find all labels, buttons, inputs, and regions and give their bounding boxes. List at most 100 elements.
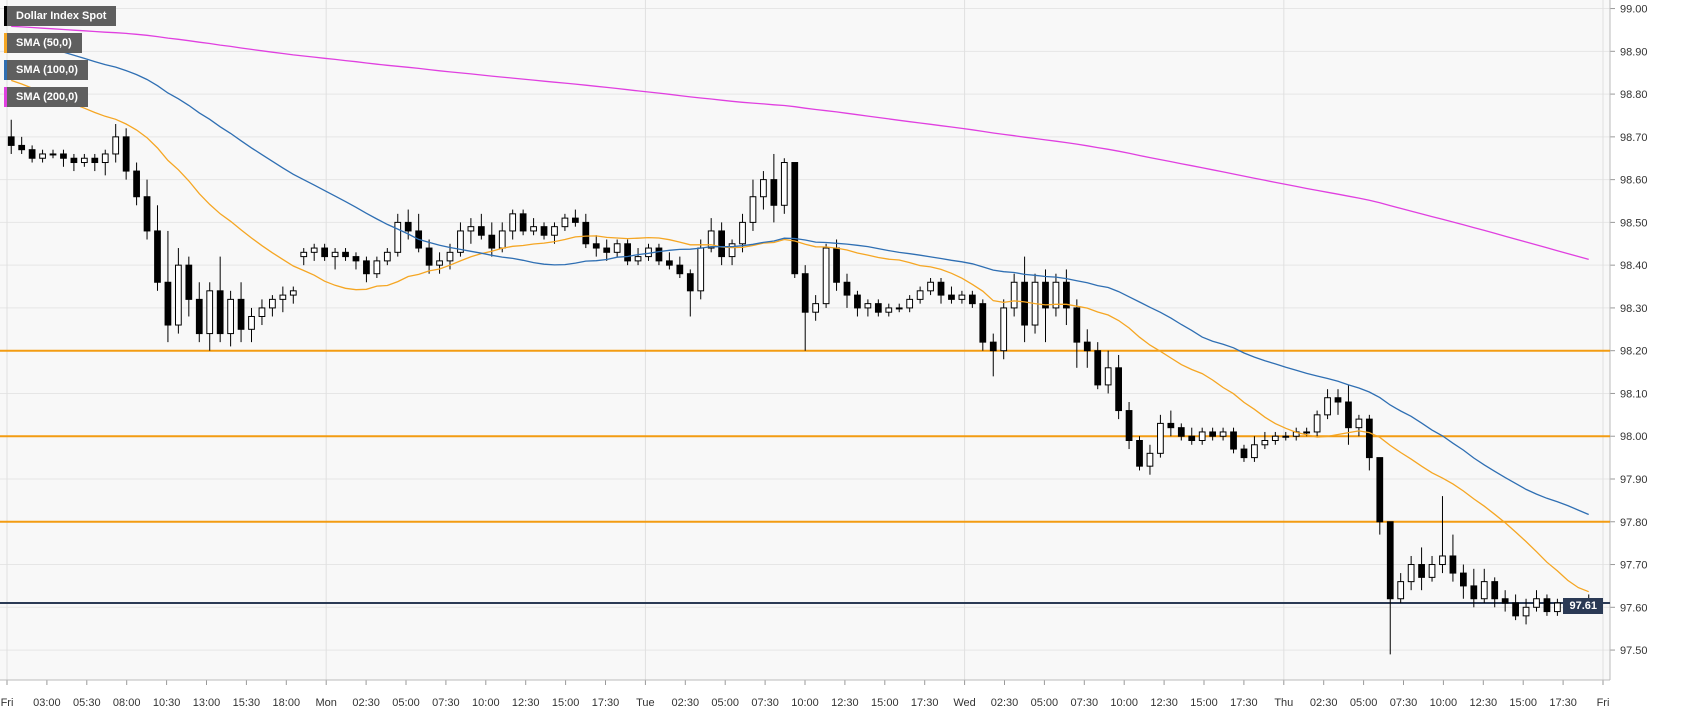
candle-bull [227,298,234,335]
candle-bear [1063,281,1070,309]
x-tick-label: Fri [1,697,14,709]
candle-bull [707,230,715,249]
candle-bear [216,290,224,335]
candle-bear [968,294,976,305]
candle-bear [1470,585,1478,600]
candle-bull [206,290,214,335]
candle-bear [666,260,673,266]
x-tick-label: 17:30 [1230,697,1258,709]
y-tick-label: 97.70 [1620,560,1648,572]
candle-bear [185,264,193,300]
x-tick-label: 05:00 [392,697,420,709]
candle-bear [1042,281,1049,309]
x-tick-label: 12:30 [831,697,859,709]
candle-bear [686,273,694,292]
sma-200-line [11,25,1589,261]
legend-item-sma50[interactable]: SMA (50,0) [4,33,82,53]
candle-bull [248,315,255,330]
x-tick-label: 10:30 [153,697,181,709]
candle-bear [582,221,590,245]
candle-bull [446,251,454,262]
legend-item-sma200[interactable]: SMA (200,0) [4,87,88,107]
candle-bull [1313,414,1321,433]
candle-bear [1209,431,1217,437]
candle-bull [1397,581,1405,600]
x-tick-label: 12:30 [512,697,540,709]
candle-bull [383,251,391,262]
candle-bull [1303,431,1311,434]
candle-bear [1459,572,1467,587]
legend-swatch-sma100 [4,60,7,80]
candle-bull [822,247,830,305]
candle-bull [1480,581,1488,600]
legend-item-price[interactable]: Dollar Index Spot [4,6,117,26]
candle-bull [80,157,88,164]
candle-bear [1021,281,1028,326]
candle-bull [457,230,464,253]
candle-bear [718,230,725,258]
x-tick-label: 02:30 [352,697,380,709]
candle-bull [916,290,924,300]
x-tick-label: 10:00 [1110,697,1138,709]
axis-background [1610,0,1707,712]
x-tick-label: 05:30 [73,697,101,709]
candle-bear [519,213,527,232]
sma-100-line [11,36,1589,516]
candle-bull [1010,281,1018,309]
x-tick-label: 15:00 [552,697,580,709]
candle-bull [1198,431,1206,442]
candle-bull [885,307,893,313]
candle-bear [1177,427,1185,437]
candle-bear [571,217,579,223]
candle-bull [728,243,736,258]
candle-bear [1491,581,1499,600]
candle-bull [1157,422,1164,454]
x-tick-label: 02:30 [1310,697,1338,709]
candle-bull [1533,598,1540,608]
candle-bear [154,230,161,283]
candle-bear [1386,521,1394,600]
candle-bear [342,251,349,258]
sma-50-line [10,79,1589,593]
candle-bear [603,247,611,253]
x-tick-label: Tue [636,697,655,709]
candle-bear [1073,307,1081,343]
candle-bull [39,153,46,159]
x-tick-label: 17:30 [911,697,939,709]
y-tick-label: 98.90 [1620,46,1648,58]
candle-bear [1083,341,1091,352]
candle-bear [540,226,548,236]
y-tick-label: 97.60 [1620,602,1648,614]
x-tick-label: 08:00 [113,697,141,709]
candle-bull [498,230,506,249]
y-tick-label: 98.40 [1620,260,1648,272]
candle-bull [958,294,966,300]
candle-bull [697,247,705,292]
candle-bear [1543,598,1551,613]
candle-bear [1125,410,1133,442]
legend-swatch-sma50 [4,33,7,53]
candle-bear [321,247,329,258]
y-tick-label: 98.20 [1620,346,1648,358]
candle-bear [404,221,412,232]
candle-bear [237,298,245,330]
x-tick-label: 05:00 [1350,697,1378,709]
legend-item-sma100[interactable]: SMA (100,0) [4,60,88,80]
candle-bear [1365,418,1373,459]
candle-bear [1449,555,1457,574]
candle-bull [1146,452,1154,467]
candle-bear [1376,457,1384,523]
candle-bear [937,281,945,296]
candle-bear [1418,564,1425,578]
candle-bear [801,273,809,313]
x-tick-label: 15:00 [871,697,899,709]
candle-bull [1554,602,1561,613]
x-tick-label: 07:30 [432,697,460,709]
y-tick-label: 98.00 [1620,431,1648,443]
x-tick-label: 05:00 [1031,697,1059,709]
y-tick-label: 98.10 [1620,388,1648,400]
candle-bear [143,196,151,232]
candle-bull [1428,564,1436,578]
candle-bull [269,298,276,309]
candle-bear [1167,422,1175,429]
